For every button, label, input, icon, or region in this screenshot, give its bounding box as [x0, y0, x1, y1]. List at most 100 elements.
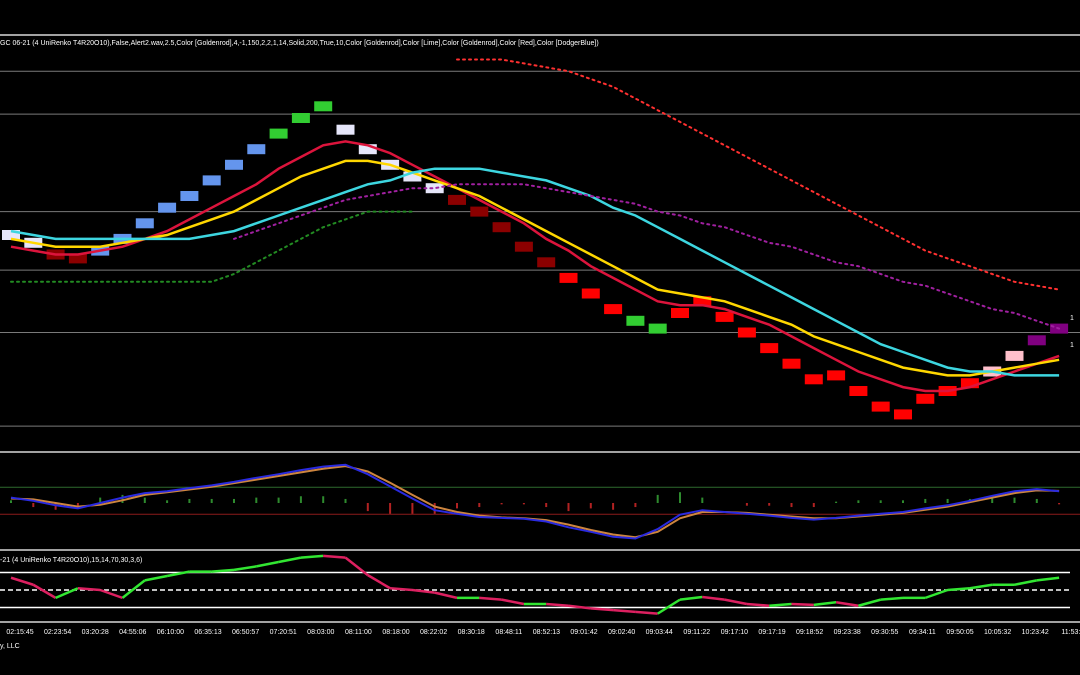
time-label: 06:10:00 — [157, 629, 184, 636]
time-label: 06:35:13 — [194, 629, 221, 636]
indicator-line — [233, 183, 1061, 330]
stochastic-segment — [791, 602, 814, 607]
time-label: 08:48:11 — [495, 629, 522, 636]
time-label: 11:53:4 — [1061, 629, 1080, 636]
renko-brick — [180, 191, 199, 201]
stochastic-segment — [434, 591, 458, 600]
time-label: 08:52:13 — [533, 629, 560, 636]
stochastic-segment — [635, 610, 658, 615]
indicator-line — [456, 58, 1061, 291]
histogram-bar — [1013, 497, 1016, 503]
histogram-bar — [54, 503, 57, 510]
stochastic-segment — [724, 598, 748, 606]
renko-brick — [2, 230, 20, 240]
renko-brick — [871, 401, 890, 412]
renko-brick — [247, 144, 266, 155]
time-label: 09:02:40 — [608, 629, 635, 636]
stochastic-segment — [233, 565, 257, 572]
histogram-bar — [99, 497, 102, 503]
stochastic-segment — [969, 583, 993, 590]
time-label: 10:05:32 — [984, 629, 1011, 636]
renko-brick — [804, 374, 823, 385]
time-label: 09:17:10 — [721, 629, 748, 636]
histogram-bar — [768, 503, 771, 506]
histogram-bar — [924, 498, 927, 503]
renko-brick — [470, 206, 489, 217]
stochastic-segment — [32, 583, 57, 599]
renko-brick — [715, 311, 734, 322]
renko-brick — [671, 308, 689, 318]
renko-brick — [737, 327, 756, 338]
renko-brick — [648, 323, 667, 334]
indicator-line — [10, 159, 1060, 377]
stochastic-segment — [144, 574, 168, 582]
stochastic-segment — [546, 602, 569, 607]
stochastic-segment — [613, 608, 636, 614]
renko-brick — [403, 171, 422, 182]
time-label: 06:50:57 — [232, 629, 259, 636]
stochastic-segment — [479, 596, 502, 601]
renko-brick — [916, 393, 935, 404]
renko-brick — [314, 101, 333, 112]
histogram-bar — [344, 498, 347, 503]
renko-brick — [68, 253, 87, 264]
time-label: 09:11:22 — [683, 629, 710, 636]
stochastic-segment — [813, 601, 837, 607]
stochastic-segment — [858, 598, 882, 607]
renko-brick — [202, 175, 221, 186]
stochastic-segment — [10, 576, 34, 586]
renko-brick — [1005, 350, 1024, 361]
stochastic-segment — [746, 602, 770, 607]
histogram-bar — [456, 503, 458, 509]
renko-brick — [782, 358, 801, 369]
histogram-bar — [835, 501, 838, 503]
stochastic-segment — [367, 574, 391, 590]
time-label: 09:30:55 — [871, 629, 898, 636]
histogram-bar — [389, 503, 392, 514]
renko-brick — [537, 257, 556, 268]
indicator-line — [10, 463, 1060, 540]
stochastic-segment — [1014, 579, 1038, 586]
time-label: 04:55:06 — [119, 629, 146, 636]
histogram-bar — [233, 498, 235, 503]
time-label: 02:15:45 — [6, 629, 33, 636]
stochastic-segment — [323, 554, 346, 559]
histogram-bar — [701, 497, 704, 503]
indicator-line — [10, 140, 1060, 393]
histogram-bar — [411, 503, 414, 514]
time-label: 03:20:28 — [82, 629, 109, 636]
histogram-bar — [902, 500, 904, 503]
histogram-bar — [857, 500, 860, 503]
stochastic-segment — [412, 588, 435, 594]
histogram-bar — [589, 503, 592, 509]
histogram-bar — [656, 494, 659, 503]
histogram-bar — [679, 492, 681, 503]
stochastic-segment — [947, 587, 970, 592]
time-label: 08:18:00 — [382, 629, 409, 636]
stochastic-segment — [278, 556, 302, 564]
histogram-bar — [277, 497, 280, 503]
renko-brick — [448, 194, 466, 205]
time-label: 08:03:00 — [307, 629, 334, 636]
time-label: 09:23:38 — [834, 629, 861, 636]
histogram-bar — [634, 503, 637, 508]
renko-brick — [626, 315, 645, 326]
indicator-line — [10, 465, 1060, 539]
time-label: 02:23:54 — [44, 629, 71, 636]
stochastic-segment — [344, 556, 369, 577]
time-label: 09:03:44 — [646, 629, 673, 636]
histogram-bar — [1035, 498, 1038, 503]
time-label: 08:30:18 — [458, 629, 485, 636]
stochastic-segment — [590, 607, 614, 612]
time-label: 09:18:52 — [796, 629, 823, 636]
histogram-bar — [299, 496, 302, 503]
time-label: 07:20:51 — [270, 629, 297, 636]
histogram-bar — [500, 503, 503, 505]
renko-brick — [581, 288, 600, 299]
indicator-line — [10, 210, 414, 283]
stochastic-segment — [121, 579, 146, 599]
histogram-bar — [1058, 503, 1061, 505]
renko-brick — [358, 144, 377, 155]
time-label: 08:22:02 — [420, 629, 447, 636]
histogram-bar — [478, 503, 481, 508]
